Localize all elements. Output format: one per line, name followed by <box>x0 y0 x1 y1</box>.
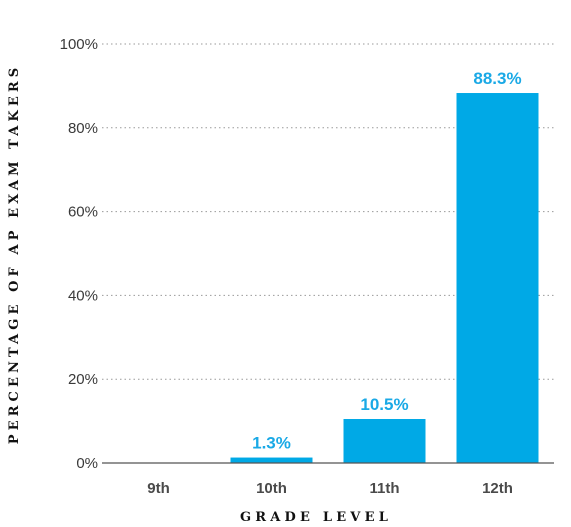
x-tick-label: 10th <box>256 480 287 497</box>
data-label: 88.3% <box>473 69 521 88</box>
x-axis-title: GRADE LEVEL <box>240 510 392 525</box>
x-axis-ticks: 9th 10th 11th 12th <box>147 480 513 497</box>
bar <box>230 457 313 463</box>
bars <box>230 93 539 463</box>
y-tick-label: 80% <box>68 120 98 137</box>
y-tick-label: 100% <box>60 36 98 53</box>
y-tick-label: 20% <box>68 371 98 388</box>
y-tick-label: 0% <box>76 455 98 472</box>
bar <box>343 419 426 463</box>
bar <box>456 93 539 463</box>
x-tick-label: 11th <box>369 480 399 497</box>
y-tick-label: 60% <box>68 204 98 221</box>
x-tick-label: 9th <box>147 480 170 497</box>
y-axis-ticks: 0% 20% 40% 60% 80% 100% <box>60 36 98 472</box>
y-tick-label: 40% <box>68 287 98 304</box>
data-label: 1.3% <box>252 434 291 453</box>
y-axis-title: PERCENTAGE OF AP EXAM TAKERS <box>7 64 22 444</box>
data-labels: 1.3% 10.5% 88.3% <box>252 69 521 453</box>
data-label: 10.5% <box>360 395 408 414</box>
gridlines <box>102 43 554 380</box>
x-tick-label: 12th <box>482 480 513 497</box>
